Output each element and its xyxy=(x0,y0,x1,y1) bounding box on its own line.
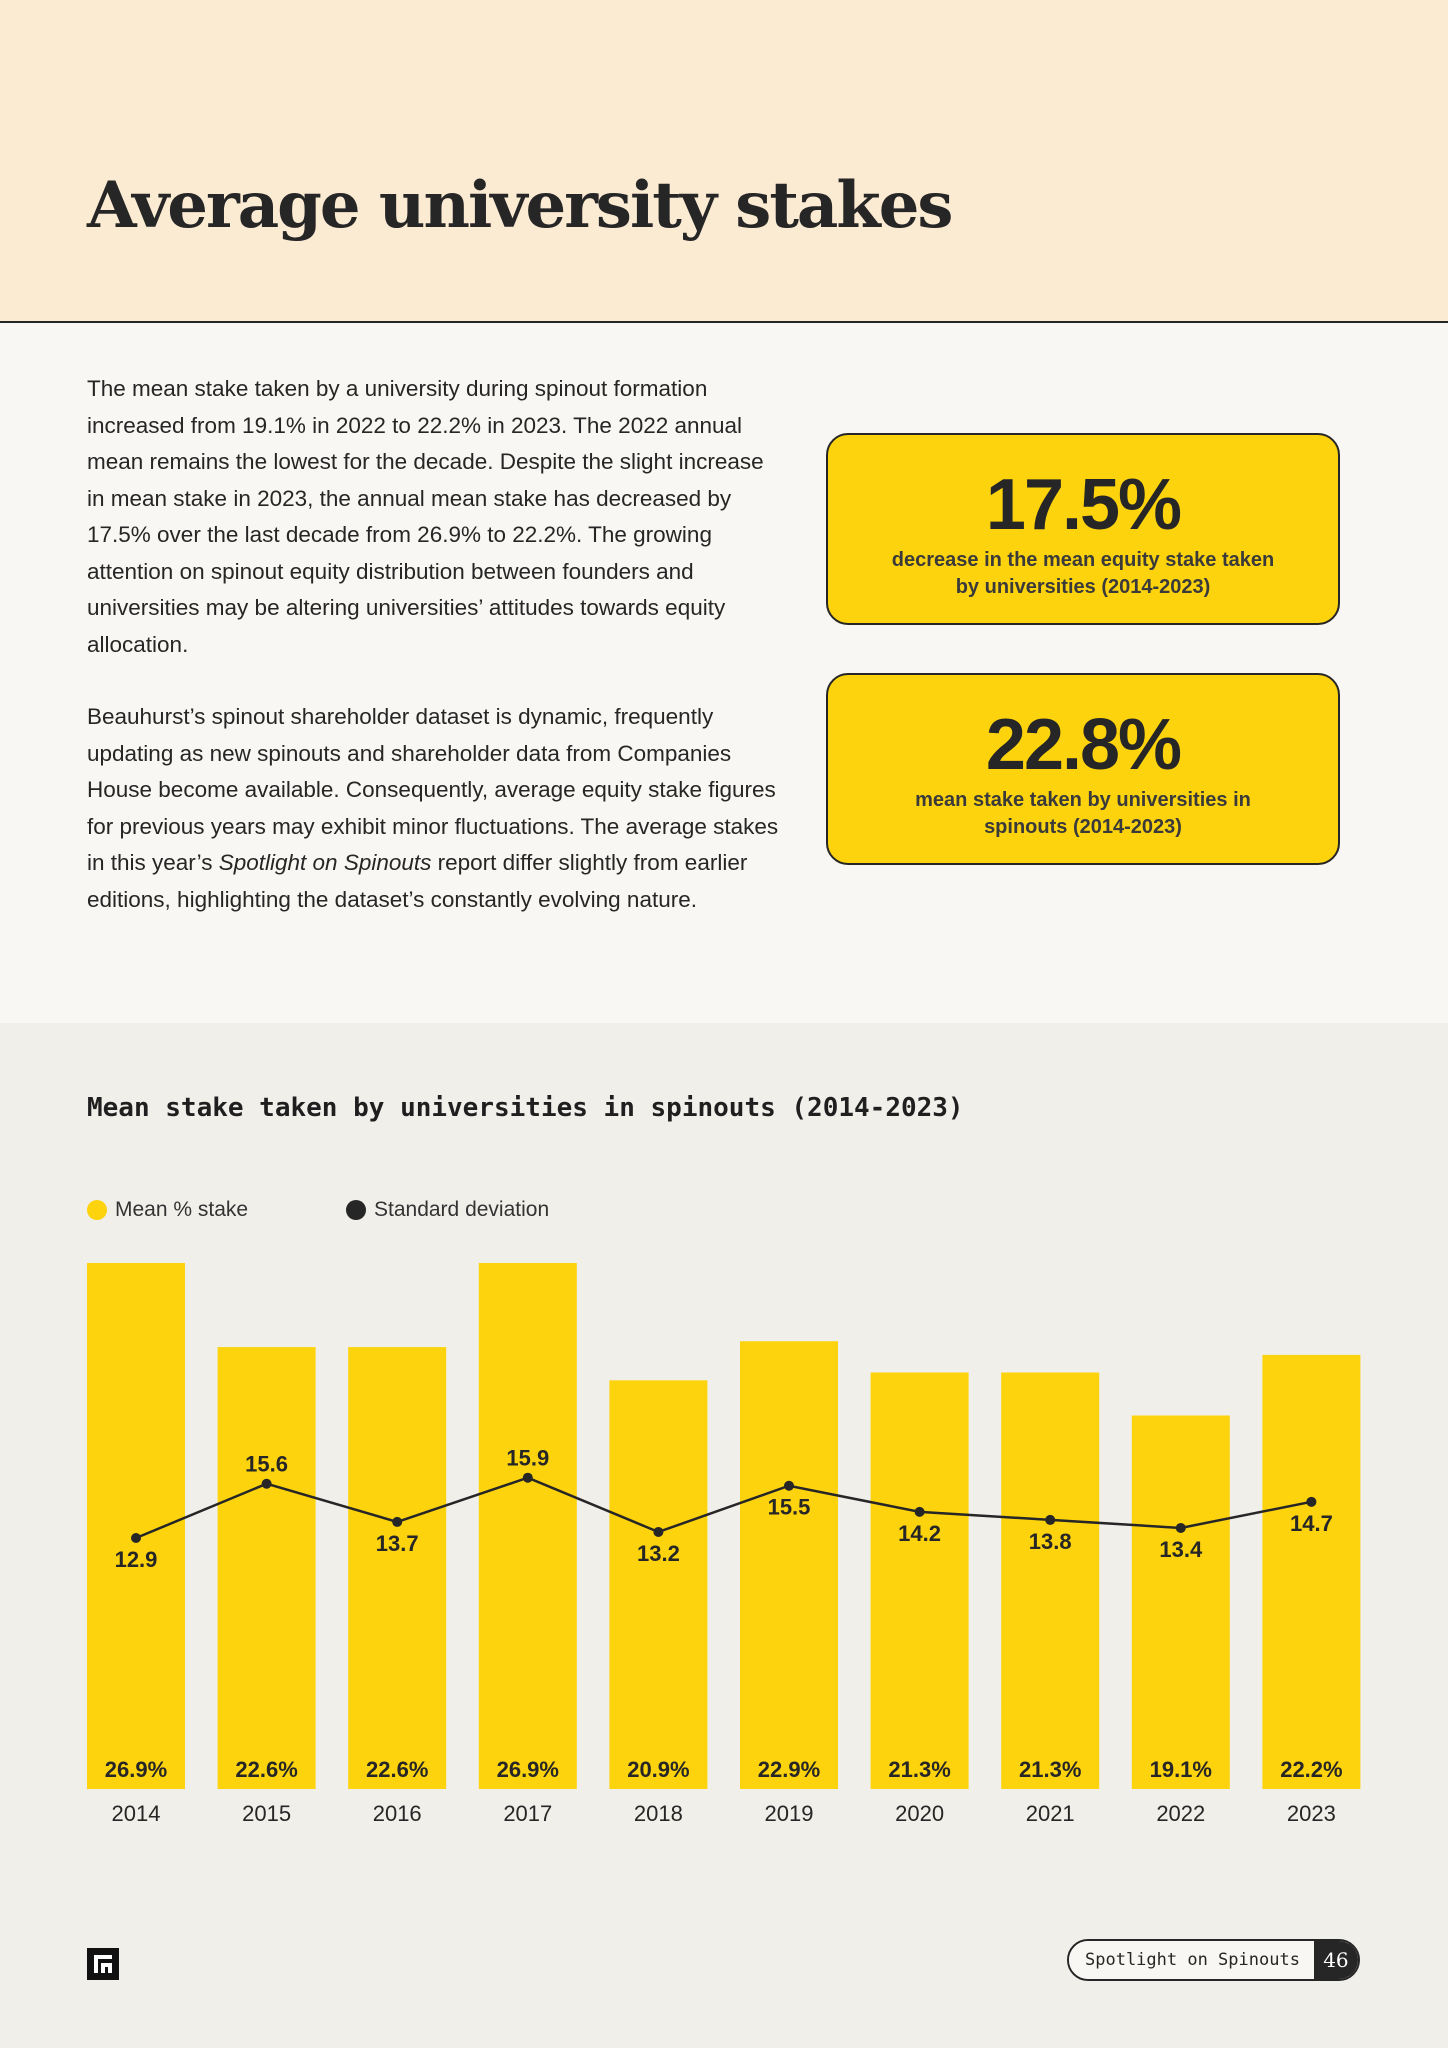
bar-value-label-2016: 22.6% xyxy=(366,1757,428,1782)
std-dev-label-2017: 15.9 xyxy=(506,1446,549,1471)
x-tick-2023: 2023 xyxy=(1287,1801,1336,1826)
x-tick-2020: 2020 xyxy=(895,1801,944,1826)
std-dev-point-2018 xyxy=(653,1526,664,1537)
bar-2018 xyxy=(609,1380,708,1789)
std-dev-label-2016: 13.7 xyxy=(376,1531,419,1556)
intro-paragraph-2-start: Beauhurst’s spinout shareholder dataset … xyxy=(87,704,779,875)
x-tick-2019: 2019 xyxy=(765,1801,814,1826)
bar-line-chart: 12.9 15.6 13.7 15.9 13.2 15.5 14.2 13.8 13.4 14.7… xyxy=(87,1263,1361,1826)
x-tick-2016: 2016 xyxy=(373,1801,422,1826)
std-dev-point-2021 xyxy=(1045,1514,1056,1525)
bar-2022 xyxy=(1131,1415,1230,1789)
bar-2017 xyxy=(478,1263,577,1789)
legend-swatch-std xyxy=(346,1200,366,1220)
header-band: Average university stakes xyxy=(0,0,1448,323)
std-dev-label-2022: 13.4 xyxy=(1159,1537,1203,1562)
bar-2016 xyxy=(348,1347,447,1789)
bar-value-label-2017: 26.9% xyxy=(497,1757,559,1782)
intro-paragraph-1: The mean stake taken by a university dur… xyxy=(87,376,764,657)
std-dev-point-2014 xyxy=(131,1533,141,1543)
bar-value-label-2014: 26.9% xyxy=(105,1757,167,1782)
std-dev-line xyxy=(135,1476,1312,1540)
page-number: 46 xyxy=(1313,1941,1358,1979)
bar-2014 xyxy=(87,1263,185,1789)
std-dev-label-2018: 13.2 xyxy=(637,1541,680,1566)
x-tick-2021: 2021 xyxy=(1026,1801,1075,1826)
bar-2021 xyxy=(1001,1372,1100,1789)
page-title: Average university stakes xyxy=(87,168,953,243)
std-dev-label-2015: 15.6 xyxy=(245,1452,288,1477)
stat-value: 17.5% xyxy=(985,465,1182,545)
std-dev-point-2022 xyxy=(1175,1522,1186,1533)
std-dev-label-2020: 14.2 xyxy=(898,1521,941,1546)
legend-item-mean: Mean % stake xyxy=(87,1196,248,1224)
std-dev-label-2014: 12.9 xyxy=(115,1547,158,1572)
x-tick-2017: 2017 xyxy=(503,1801,552,1826)
intro-paragraph-2: Beauhurst’s spinout shareholder dataset … xyxy=(87,699,787,918)
std-dev-point-2023 xyxy=(1306,1496,1317,1507)
std-dev-label-2021: 13.8 xyxy=(1029,1529,1072,1554)
legend-label-mean: Mean % stake xyxy=(115,1198,249,1221)
std-dev-point-2015 xyxy=(261,1478,272,1489)
intro-section: The mean stake taken by a university dur… xyxy=(0,323,1448,1023)
std-dev-point-2020 xyxy=(914,1506,925,1517)
bar-2023 xyxy=(1262,1354,1361,1789)
bar-2015 xyxy=(217,1347,316,1789)
bar-value-label-2019: 22.9% xyxy=(758,1757,820,1782)
x-tick-2015: 2015 xyxy=(242,1801,291,1826)
report-badge: Spotlight on Spinouts 46 xyxy=(1067,1939,1360,1981)
intro-paragraph-2-end: report differ slightly from earlier edit… xyxy=(87,850,748,912)
x-tick-2022: 2022 xyxy=(1156,1801,1205,1826)
legend-swatch-mean xyxy=(87,1200,107,1220)
bar-value-label-2023: 22.2% xyxy=(1280,1757,1342,1782)
bar-2019 xyxy=(740,1341,838,1789)
std-dev-point-2017 xyxy=(522,1472,533,1483)
stat-value: 22.8% xyxy=(985,705,1182,785)
bar-value-label-2015: 22.6% xyxy=(235,1757,297,1782)
stat-label: decrease in the mean equity stake taken … xyxy=(891,549,1275,598)
stat-callout-mean-stake: 22.8% mean stake taken by universities i… xyxy=(826,673,1340,865)
report-name: Spotlight on Spinouts xyxy=(1069,1941,1314,1979)
bar-value-label-2018: 20.9% xyxy=(627,1757,689,1782)
bar-2020 xyxy=(870,1372,969,1789)
bar-value-label-2022: 19.1% xyxy=(1150,1757,1212,1782)
bar-value-label-2021: 21.3% xyxy=(1019,1757,1081,1782)
std-dev-label-2023: 14.7 xyxy=(1290,1511,1333,1536)
std-dev-label-2019: 15.5 xyxy=(768,1495,811,1520)
beauhurst-logo-icon xyxy=(87,1948,119,1980)
intro-report-name: Spotlight on Spinouts xyxy=(218,850,432,875)
legend-label-std: Standard deviation xyxy=(374,1198,550,1221)
stat-label: mean stake taken by universities in spin… xyxy=(915,789,1251,838)
std-dev-point-2019 xyxy=(784,1480,794,1491)
legend-item-std: Standard deviation xyxy=(346,1196,549,1224)
x-tick-2014: 2014 xyxy=(112,1801,161,1826)
stat-callout-decrease: 17.5% decrease in the mean equity stake … xyxy=(826,433,1340,625)
x-tick-2018: 2018 xyxy=(634,1801,683,1826)
bar-value-label-2020: 21.3% xyxy=(888,1757,950,1782)
std-dev-point-2016 xyxy=(392,1516,403,1527)
chart-title: Mean stake taken by universities in spin… xyxy=(87,1093,964,1123)
